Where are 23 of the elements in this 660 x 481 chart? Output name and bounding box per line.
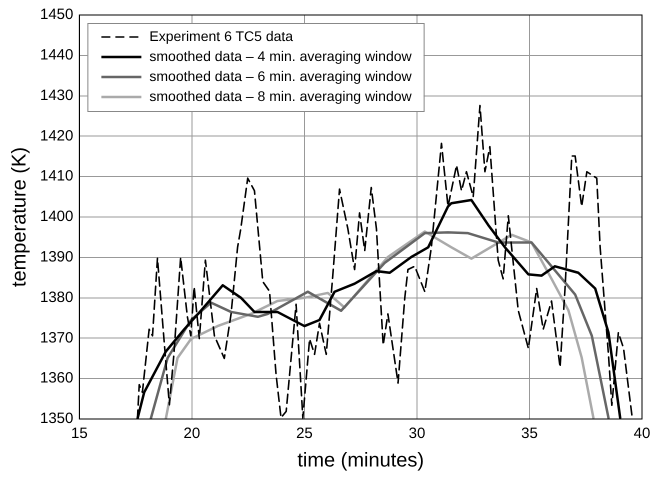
legend-label: smoothed data – 4 min. averaging window: [149, 48, 413, 64]
y-axis-title: temperature (K): [8, 146, 31, 288]
y-tick-label: 1420: [40, 127, 74, 144]
x-tick-label: 30: [408, 425, 426, 442]
legend-label: smoothed data – 8 min. averaging window: [149, 88, 413, 104]
x-tick-label: 25: [296, 425, 313, 442]
x-tick-label: 40: [634, 425, 650, 442]
y-tick-label: 1450: [40, 6, 74, 24]
y-tick-label: 1380: [40, 288, 74, 306]
legend-label: smoothed data – 6 min. averaging window: [149, 68, 413, 84]
y-tick-label: 1440: [40, 46, 74, 64]
y-tick-label: 1400: [40, 208, 74, 226]
y-tick-label: 1390: [40, 248, 74, 266]
y-tick-label: 1350: [40, 410, 74, 428]
x-axis-title: time (minutes): [297, 450, 424, 472]
x-tick-label: 15: [71, 425, 88, 442]
x-tick-label: 20: [184, 425, 200, 442]
y-tick-label: 1360: [40, 370, 74, 387]
y-tick-label: 1370: [40, 329, 74, 346]
y-tick-label: 1410: [40, 168, 74, 185]
x-tick-label: 35: [521, 425, 538, 442]
y-tick-label: 1430: [40, 86, 74, 104]
legend-label: Experiment 6 TC5 data: [149, 28, 294, 44]
